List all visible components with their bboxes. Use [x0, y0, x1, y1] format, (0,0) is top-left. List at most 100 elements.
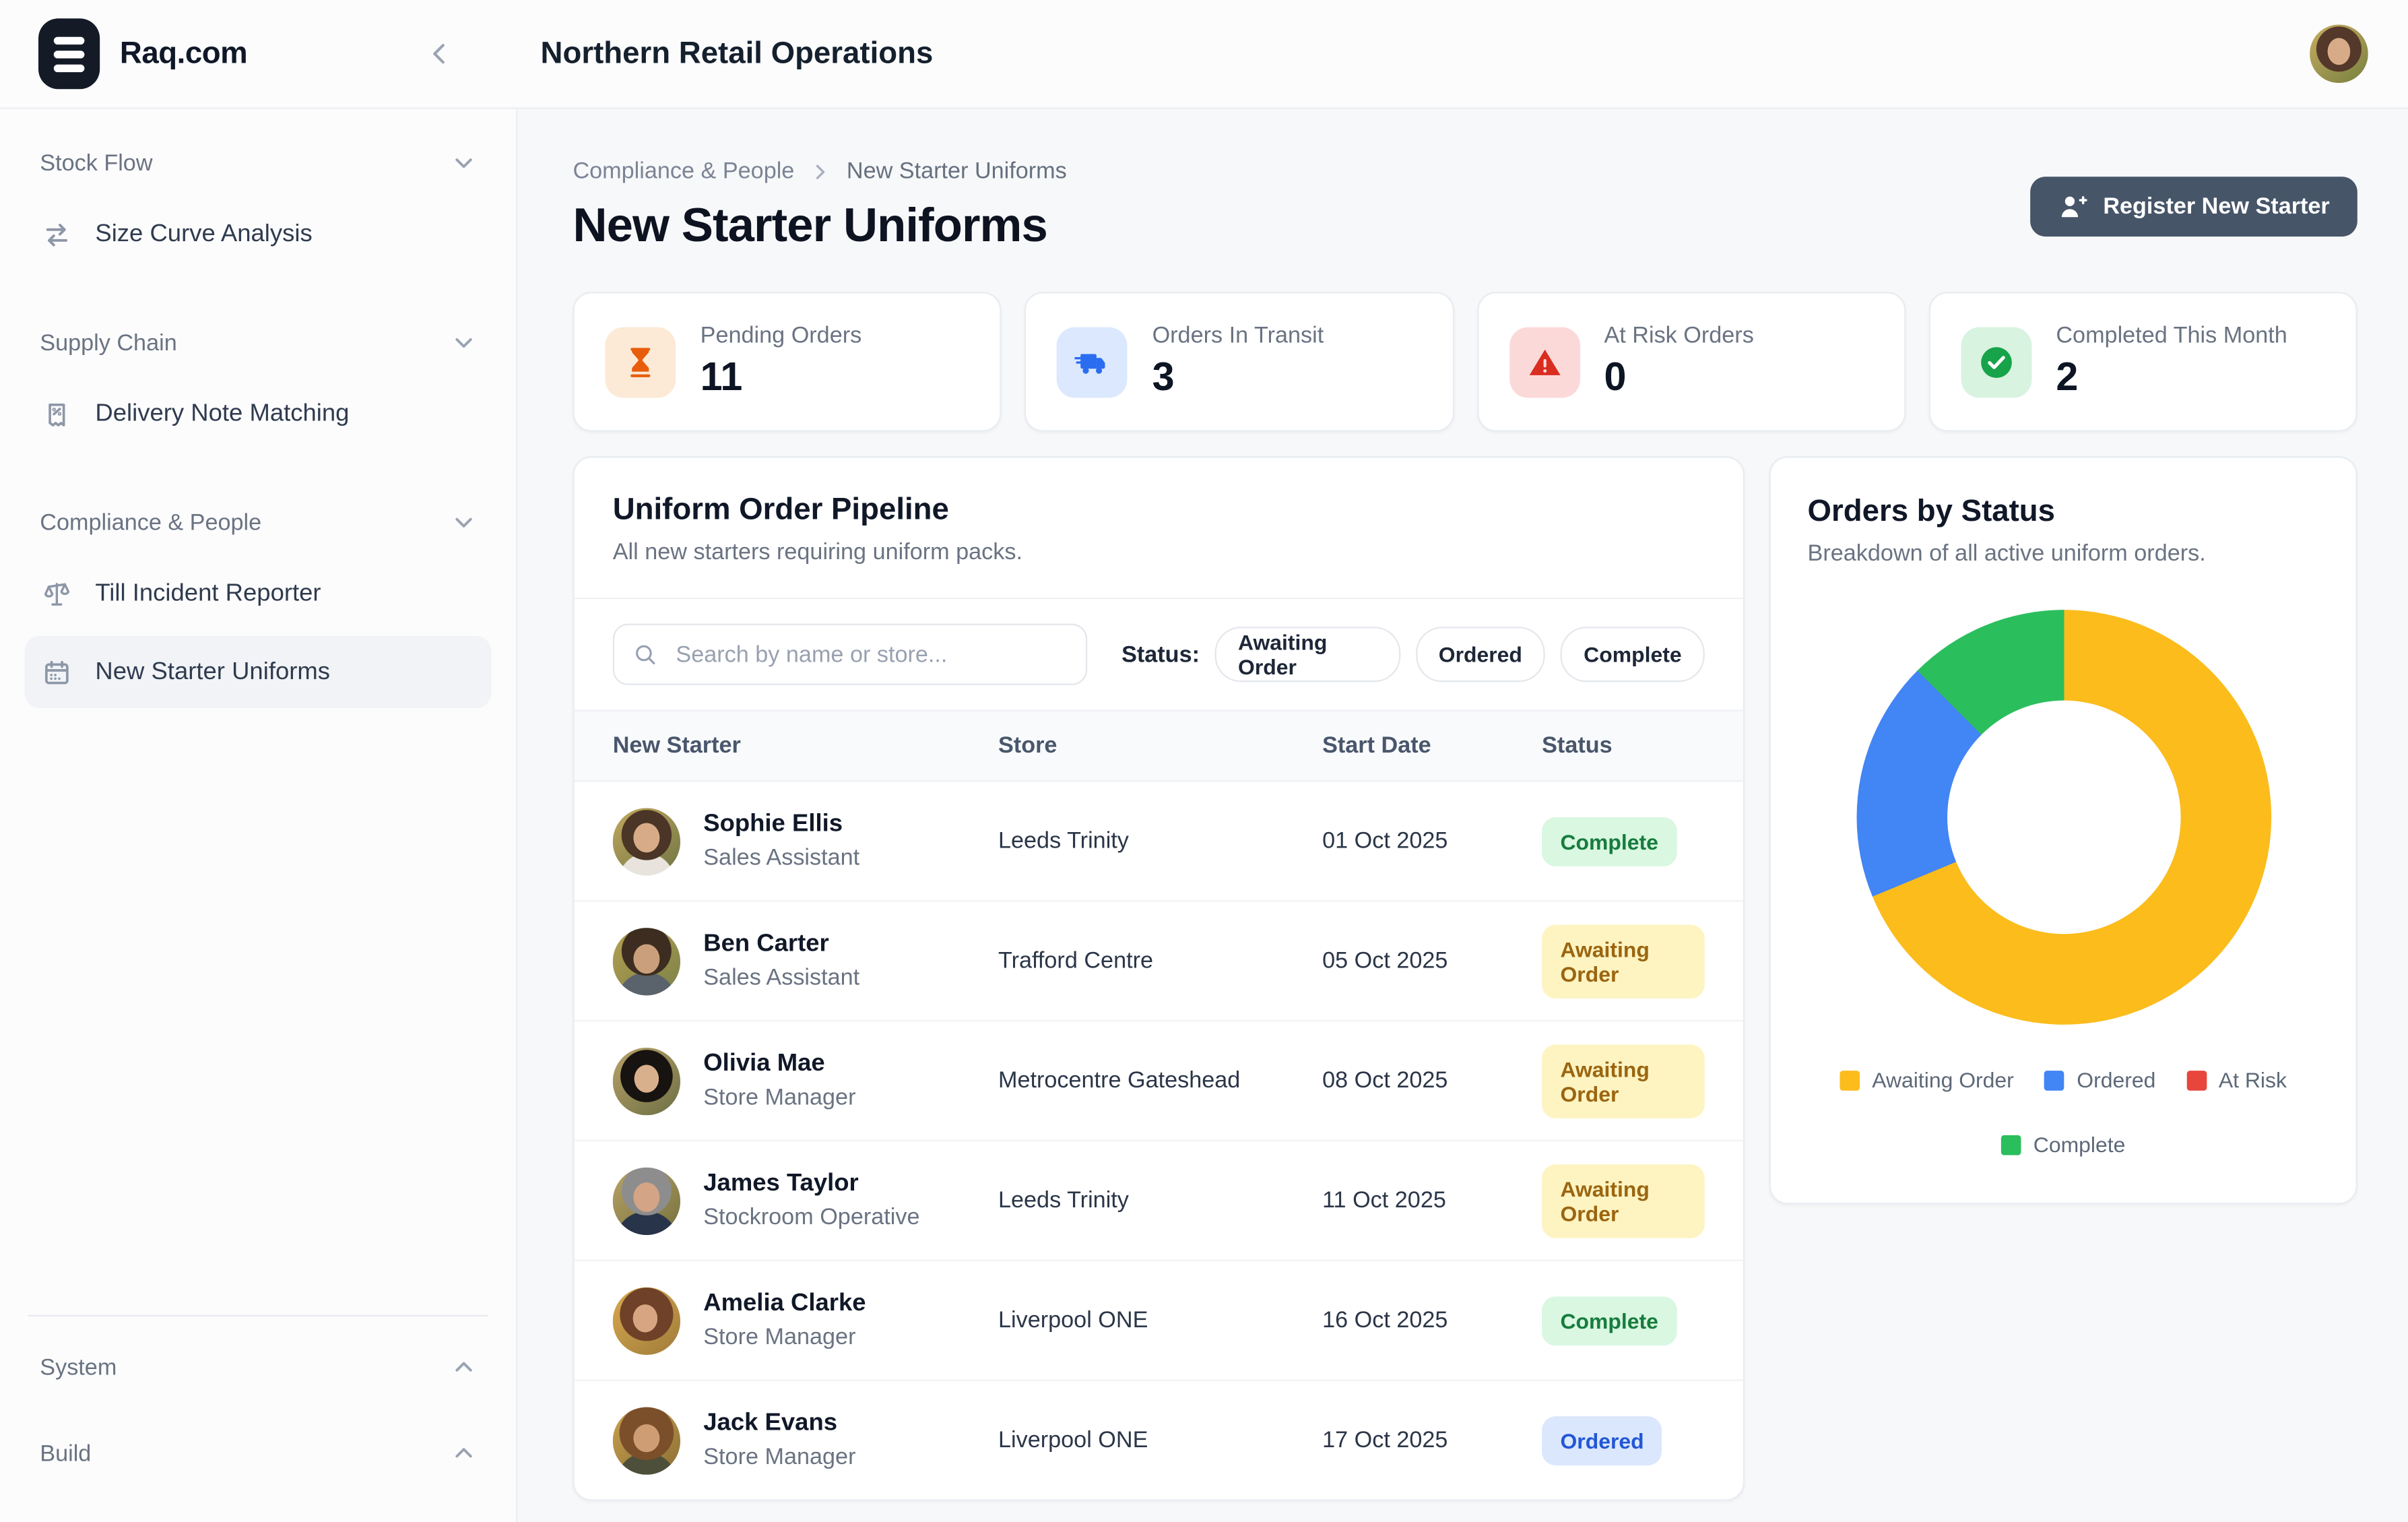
avatar	[612, 1286, 681, 1354]
sidebar-section-build[interactable]: Build	[24, 1424, 491, 1483]
section-label: Compliance & People	[40, 509, 262, 536]
uniform-order-pipeline-panel: Uniform Order Pipeline All new starters …	[573, 456, 1745, 1501]
avatar	[612, 1166, 681, 1234]
stat-value: 0	[1604, 353, 1627, 400]
top-header: Raq.com Northern Retail Operations	[0, 0, 2408, 109]
sidebar-item-till-incident-reporter[interactable]: Till Incident Reporter	[24, 558, 491, 630]
person-role: Store Manager	[703, 1324, 856, 1351]
chart-subtitle: Breakdown of all active uniform orders.	[1807, 540, 2206, 567]
stat-label: Pending Orders	[700, 322, 862, 349]
chevron-up-icon	[451, 1355, 476, 1379]
sidebar-section-supply-chain[interactable]: Supply Chain	[24, 313, 491, 372]
stat-card-pending-orders: Pending Orders 11	[573, 292, 1002, 432]
section-label: Supply Chain	[40, 329, 177, 356]
register-button-label: Register New Starter	[2103, 193, 2330, 219]
filter-pill-awaiting-order[interactable]: Awaiting Order	[1214, 627, 1400, 683]
receipt-icon	[42, 399, 73, 430]
person-name: Olivia Mae	[703, 1050, 825, 1077]
store-cell: Metrocentre Gateshead	[998, 1067, 1241, 1094]
person-text: Ben Carter Sales Assistant	[703, 931, 859, 991]
content-columns: Uniform Order Pipeline All new starters …	[573, 456, 2357, 1501]
stat-text: Pending Orders 11	[701, 323, 862, 401]
breadcrumb-parent[interactable]: Compliance & People	[573, 158, 795, 185]
stat-label: Completed This Month	[2056, 322, 2287, 349]
sidebar-item-label: Delivery Note Matching	[95, 400, 350, 426]
chevron-down-icon	[451, 510, 476, 534]
sidebar-section-system[interactable]: System	[24, 1338, 491, 1397]
legend-swatch	[2044, 1070, 2065, 1090]
chevron-down-icon	[451, 330, 476, 354]
table-row[interactable]: Olivia Mae Store Manager Metrocentre Gat…	[574, 1019, 1743, 1140]
store-cell: Liverpool ONE	[998, 1427, 1148, 1453]
sidebar-item-size-curve-analysis[interactable]: Size Curve Analysis	[24, 198, 491, 270]
sidebar-section-stock-flow[interactable]: Stock Flow	[24, 133, 491, 192]
sidebar-collapse-button[interactable]	[424, 38, 455, 69]
breadcrumb-current: New Starter Uniforms	[846, 158, 1067, 185]
legend-label: At Risk	[2218, 1067, 2287, 1093]
table-row[interactable]: James Taylor Stockroom Operative Leeds T…	[574, 1139, 1743, 1260]
legend-item-ordered: Ordered	[2044, 1068, 2155, 1092]
status-badge: Awaiting Order	[1542, 1044, 1705, 1118]
chevron-left-icon	[433, 44, 445, 64]
store-cell: Liverpool ONE	[998, 1307, 1148, 1334]
user-plus-icon	[2062, 195, 2088, 217]
person-cell: Ben Carter Sales Assistant	[612, 926, 998, 995]
legend-label: Complete	[2033, 1132, 2126, 1157]
search-field[interactable]	[612, 623, 1088, 685]
sidebar: Stock Flow Size Curve Analysis Supply Ch…	[0, 108, 518, 1522]
register-new-starter-button[interactable]: Register New Starter	[2031, 176, 2357, 236]
scales-icon	[42, 578, 73, 609]
donut-chart-wrap	[1856, 610, 2271, 1025]
table-row[interactable]: Ben Carter Sales Assistant Trafford Cent…	[574, 900, 1743, 1020]
calendar-icon	[42, 657, 73, 688]
chevron-up-icon	[451, 1441, 476, 1465]
avatar	[612, 807, 681, 875]
person-name: Sophie Ellis	[703, 811, 843, 837]
truck-icon	[1057, 326, 1128, 398]
chevron-right-icon	[816, 164, 825, 179]
brand-name: Raq.com	[119, 36, 248, 70]
store-cell: Leeds Trinity	[998, 827, 1129, 854]
start-date-cell: 05 Oct 2025	[1322, 947, 1448, 974]
status-badge: Complete	[1542, 1296, 1677, 1345]
section-label: Build	[40, 1440, 92, 1467]
person-name: Jack Evans	[703, 1410, 838, 1436]
user-avatar[interactable]	[2310, 24, 2368, 84]
sidebar-item-delivery-note-matching[interactable]: Delivery Note Matching	[24, 378, 491, 450]
warning-triangle-icon	[1509, 326, 1580, 398]
column-header-status: Status	[1542, 732, 1613, 759]
column-header-store: Store	[998, 732, 1057, 759]
workspace-title: Northern Retail Operations	[540, 36, 934, 70]
table-row[interactable]: Sophie Ellis Sales Assistant Leeds Trini…	[575, 782, 1743, 901]
stat-value: 11	[700, 353, 743, 400]
avatar	[612, 1406, 681, 1474]
person-cell: James Taylor Stockroom Operative	[612, 1166, 998, 1234]
sidebar-section-compliance-people[interactable]: Compliance & People	[24, 493, 491, 552]
status-badge: Awaiting Order	[1542, 1164, 1705, 1238]
sidebar-item-label: New Starter Uniforms	[95, 658, 331, 685]
person-cell: Sophie Ellis Sales Assistant	[612, 807, 998, 875]
pipeline-title: Uniform Order Pipeline	[612, 493, 949, 528]
table-row[interactable]: Jack Evans Store Manager Liverpool ONE 1…	[574, 1379, 1743, 1499]
start-date-cell: 17 Oct 2025	[1322, 1427, 1448, 1453]
brand-logo-link[interactable]: Raq.com	[0, 18, 387, 90]
breadcrumb: Compliance & People New Starter Uniforms	[573, 158, 1066, 185]
sidebar-divider	[28, 1314, 489, 1317]
main-content: Compliance & People New Starter Uniforms…	[517, 108, 2408, 1522]
person-text: Olivia Mae Store Manager	[703, 1051, 855, 1111]
filter-pill-complete[interactable]: Complete	[1560, 627, 1705, 683]
filter-pill-ordered[interactable]: Ordered	[1415, 627, 1546, 683]
sidebar-item-label: Till Incident Reporter	[95, 579, 321, 606]
store-cell: Leeds Trinity	[998, 1187, 1129, 1214]
sidebar-item-new-starter-uniforms[interactable]: New Starter Uniforms	[24, 635, 492, 709]
pipeline-toolbar: Status: Awaiting Order Ordered Complete	[574, 597, 1743, 709]
stat-card-completed-this-month: Completed This Month 2	[1928, 292, 2357, 432]
table-row[interactable]: Amelia Clarke Store Manager Liverpool ON…	[574, 1259, 1743, 1380]
search-input[interactable]	[672, 639, 1068, 669]
person-cell: Olivia Mae Store Manager	[612, 1046, 998, 1115]
avatar	[612, 1046, 681, 1115]
start-date-cell: 16 Oct 2025	[1322, 1307, 1448, 1334]
sidebar-item-label: Size Curve Analysis	[95, 220, 313, 247]
stat-card-orders-in-transit: Orders In Transit 3	[1024, 292, 1454, 432]
page-head: Compliance & People New Starter Uniforms…	[573, 158, 2357, 253]
